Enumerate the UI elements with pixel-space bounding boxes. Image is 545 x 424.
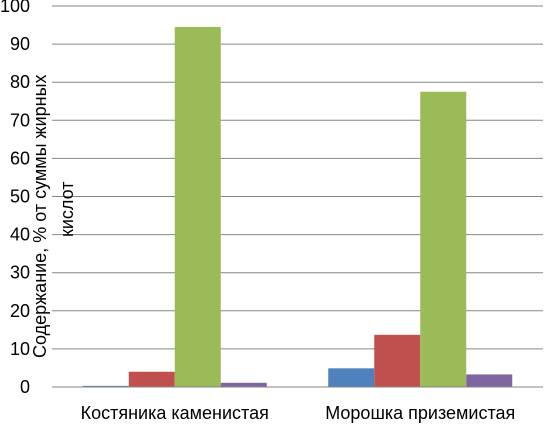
y-tick-label: 50 [10, 187, 30, 207]
bar-0-1 [128, 371, 175, 387]
bar-1-2 [420, 91, 467, 387]
y-tick-label: 100 [0, 0, 30, 16]
bar-0-3 [220, 382, 267, 387]
bar-1-3 [466, 374, 513, 387]
y-tick-label: 0 [20, 377, 30, 397]
grid-lines [52, 5, 543, 388]
bar-1-1 [374, 334, 421, 387]
bars [82, 26, 513, 388]
y-axis-label-line-1: Содержание, % от суммы жирных [30, 74, 50, 358]
category-labels: Костяника каменистая Морошка приземистая [81, 403, 516, 423]
y-tick-label: 40 [10, 225, 30, 245]
y-tick-label: 10 [10, 339, 30, 359]
y-tick-label: 70 [10, 110, 30, 130]
y-axis-label-line-2: кислот [57, 182, 77, 238]
y-tick-label: 60 [10, 148, 30, 168]
category-label: Костяника каменистая [81, 403, 269, 423]
y-tick-label: 90 [10, 34, 30, 54]
bar-1-0 [328, 368, 375, 387]
category-label: Морошка приземистая [325, 403, 515, 423]
y-tick-label: 20 [10, 301, 30, 321]
bar-0-0 [82, 385, 129, 387]
bar-0-2 [174, 26, 221, 388]
y-axis-ticks: 0 10 20 30 40 50 60 70 80 90 100 [0, 0, 30, 397]
y-tick-label: 30 [10, 263, 30, 283]
y-tick-label: 80 [10, 72, 30, 92]
